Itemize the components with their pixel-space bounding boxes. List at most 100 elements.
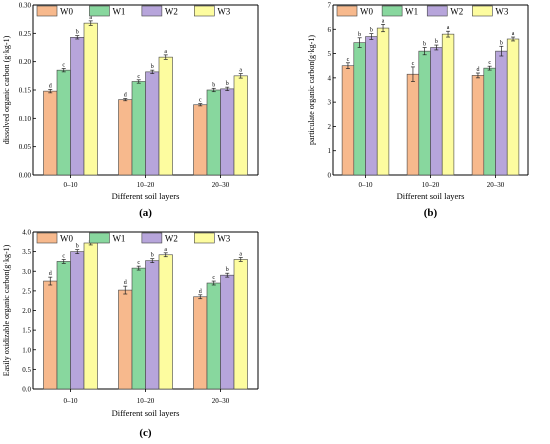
- bar-W2: [145, 71, 160, 176]
- chart-panel-1: 0.00 0.05 0.10 0.15 0.20 0.25 0.30 dissolved or…: [2, 2, 259, 219]
- bar-W2: [495, 50, 508, 176]
- y-tick-label: 4: [328, 74, 332, 82]
- significance-letter: c: [212, 275, 215, 281]
- bar-W2: [70, 36, 85, 176]
- bar-W1: [206, 89, 221, 176]
- y-axis-label: particulate organic carbon(g·kg-1): [307, 35, 316, 145]
- bar-W3: [158, 56, 173, 176]
- significance-letter: c: [199, 98, 202, 104]
- significance-letter: c: [488, 60, 491, 66]
- x-tick-label: 20–30: [212, 397, 230, 405]
- legend-label-W0: W0: [360, 7, 373, 17]
- bar-W1: [131, 267, 146, 390]
- significance-letter: a: [89, 15, 92, 21]
- significance-letter: b: [212, 82, 215, 88]
- y-tick-label: 0.0: [22, 386, 31, 394]
- legend-label-W3: W3: [495, 7, 508, 17]
- y-tick-label: 0: [328, 172, 332, 180]
- x-axis-label: Different soil layers: [112, 408, 180, 418]
- y-tick-label: 3: [328, 99, 332, 107]
- bar-W1: [206, 282, 221, 390]
- y-tick-label: 5: [328, 50, 332, 58]
- significance-letter: c: [62, 62, 65, 68]
- bar-W0: [471, 75, 485, 176]
- significance-letter: c: [137, 260, 140, 266]
- significance-letter: b: [76, 244, 79, 250]
- legend-label-W2: W2: [450, 7, 463, 17]
- bar-W3: [233, 75, 248, 176]
- significance-letter: a: [164, 247, 167, 253]
- bar-W3: [441, 33, 455, 176]
- bar-W0: [43, 280, 58, 390]
- significance-letter: c: [412, 61, 415, 67]
- x-axis-label: Different soil layers: [112, 191, 180, 201]
- x-tick-label: 20–30: [487, 181, 505, 189]
- legend-swatch-W0: [336, 5, 358, 17]
- significance-letter: b: [370, 28, 373, 34]
- y-axis-label: Easily oxidizable organic carbon(g·kg-1): [2, 244, 11, 376]
- bar-W1: [56, 69, 71, 176]
- x-tick-label: 0–10: [64, 397, 79, 405]
- bar-W0: [118, 99, 133, 176]
- legend-label-W1: W1: [112, 7, 125, 17]
- y-tick-label: 1.0: [22, 346, 31, 354]
- panel-label: (c): [139, 427, 152, 439]
- legend-label-W1: W1: [405, 7, 418, 17]
- legend-label-W2: W2: [165, 7, 178, 17]
- y-tick-label: 0.00: [19, 172, 32, 180]
- legend-swatch-W2: [426, 5, 448, 17]
- x-tick-label: 10–20: [137, 181, 155, 189]
- bar-W0: [193, 296, 208, 390]
- y-axis-label: dissolved organic carbon (g·kg-1): [2, 35, 11, 144]
- bar-W3: [233, 259, 248, 390]
- y-tick-label: 2.5: [22, 287, 31, 295]
- bar-W3: [376, 27, 390, 176]
- significance-letter: a: [239, 252, 242, 258]
- y-tick-label: 2: [328, 123, 332, 131]
- significance-letter: a: [447, 25, 450, 31]
- significance-letter: c: [347, 57, 350, 63]
- significance-letter: d: [49, 271, 52, 277]
- y-tick-label: 3.5: [22, 248, 31, 256]
- significance-letter: b: [423, 42, 426, 48]
- legend-label-W3: W3: [217, 234, 230, 244]
- bar-W2: [430, 47, 443, 176]
- legend-swatch-W0: [36, 5, 58, 17]
- x-tick-label: 0–10: [359, 181, 374, 189]
- legend-swatch-W2: [141, 232, 163, 244]
- legend-swatch-W3: [194, 5, 215, 17]
- legend-label-W3: W3: [217, 7, 230, 17]
- legend-swatch-W3: [194, 232, 215, 244]
- bar-W2: [145, 260, 160, 390]
- bar-W2: [70, 251, 85, 390]
- x-tick-label: 10–20: [422, 181, 440, 189]
- significance-letter: c: [62, 253, 65, 259]
- bar-W3: [83, 22, 98, 176]
- significance-letter: d: [49, 83, 52, 89]
- x-tick-label: 10–20: [137, 397, 155, 405]
- chart-panel-3: 0.0 0.5 1.0 1.5 2.0 2.5 3.0 3.5 4.0 Easily oxidiz…: [2, 229, 259, 439]
- legend-label-W0: W0: [60, 7, 73, 17]
- x-tick-label: 20–30: [212, 181, 230, 189]
- y-tick-label: 0.30: [19, 2, 32, 10]
- significance-letter: b: [151, 64, 154, 70]
- significance-letter: b: [151, 253, 154, 259]
- bar-W2: [220, 274, 235, 390]
- y-tick-label: 0.15: [19, 87, 32, 95]
- bar-W0: [118, 289, 133, 390]
- significance-letter: d: [199, 289, 202, 295]
- significance-letter: b: [500, 40, 503, 46]
- significance-letter: d: [124, 280, 127, 286]
- panel-label: (a): [139, 207, 152, 219]
- bar-W3: [158, 254, 173, 390]
- bar-W0: [193, 104, 208, 176]
- y-tick-label: 3.0: [22, 268, 31, 276]
- y-tick-label: 2.0: [22, 307, 31, 315]
- bar-W1: [131, 81, 146, 176]
- bar-W3: [506, 38, 520, 176]
- panel-label: (b): [424, 207, 438, 219]
- legend-label-W0: W0: [60, 234, 73, 244]
- y-tick-label: 1: [328, 147, 332, 155]
- significance-letter: a: [164, 49, 167, 55]
- significance-letter: b: [226, 267, 229, 273]
